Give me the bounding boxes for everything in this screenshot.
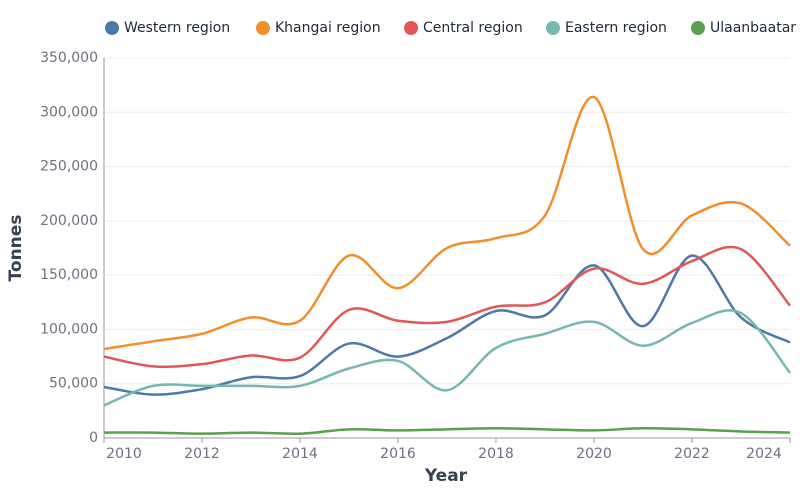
y-tick-label: 200,000 <box>40 213 98 229</box>
y-tick-label: 250,000 <box>40 159 98 175</box>
x-tick-label: 2022 <box>674 446 710 462</box>
y-tick-label: 150,000 <box>40 267 98 283</box>
legend-marker <box>404 21 418 35</box>
series-line <box>103 245 791 369</box>
series-line <box>103 426 791 436</box>
x-tick-label: 2024 <box>746 446 782 462</box>
x-tick-label: 2014 <box>282 446 318 462</box>
legend-marker <box>105 21 119 35</box>
legend-marker <box>691 21 705 35</box>
x-tick-label: 2012 <box>184 446 220 462</box>
legend-label: Central region <box>423 20 523 36</box>
legend-label: Eastern region <box>565 20 667 36</box>
legend-marker <box>256 21 270 35</box>
x-tick-label: 2010 <box>106 446 142 462</box>
series-line <box>103 254 791 396</box>
legend-label: Khangai region <box>275 20 381 36</box>
x-tick-label: 2020 <box>576 446 612 462</box>
legend-label: Western region <box>124 20 230 36</box>
y-tick-label: 350,000 <box>40 50 98 66</box>
y-tick-label: 300,000 <box>40 104 98 120</box>
series-line <box>103 309 791 407</box>
legend-marker <box>546 21 560 35</box>
legend-label: Ulaanbaatar <box>710 20 796 36</box>
y-axis-title: Tonnes <box>6 215 26 282</box>
x-tick-label: 2016 <box>380 446 416 462</box>
y-tick-label: 100,000 <box>40 321 98 337</box>
x-tick-label: 2018 <box>478 446 514 462</box>
x-axis-title: Year <box>424 466 468 486</box>
y-tick-label: 0 <box>89 430 98 446</box>
y-tick-label: 50,000 <box>49 376 98 392</box>
series-line <box>103 95 791 351</box>
